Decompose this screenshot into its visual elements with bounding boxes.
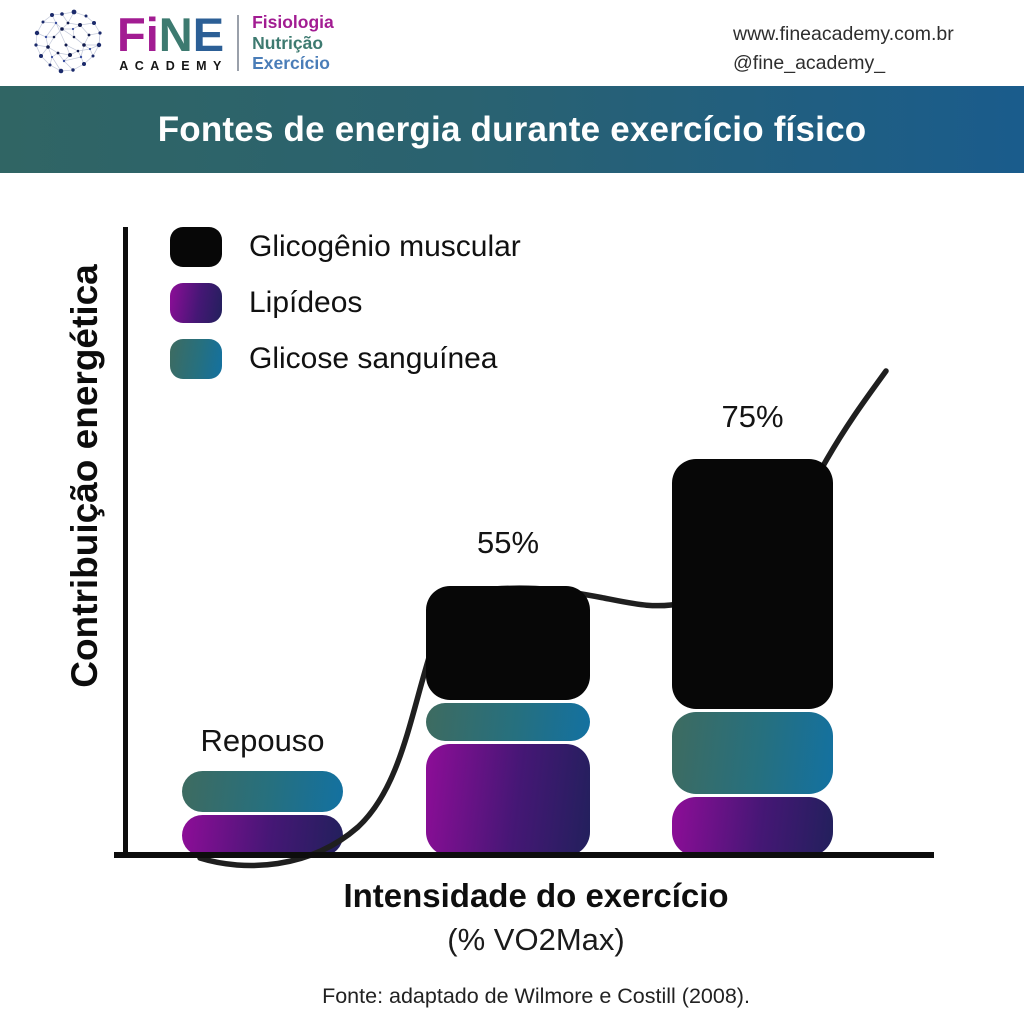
- brand-academy-label: ACADEMY: [119, 58, 228, 73]
- brain-network-icon: [34, 9, 102, 74]
- bar-segment-black-75%: [672, 459, 833, 709]
- page-title: Fontes de energia durante exercício físi…: [157, 109, 867, 149]
- bar-category-label: Repouso: [200, 723, 325, 758]
- legend-swatch-glicogenio: [170, 227, 222, 267]
- bar-segment-teal-55%: [426, 703, 590, 741]
- bar-category-label: 75%: [721, 399, 784, 434]
- instagram-handle: @fine_academy_: [733, 52, 886, 74]
- tagline-fisiologia: Fisiologia: [252, 12, 334, 33]
- fine-academy-logo: FiNE ACADEMY Fisiologia Nutrição Exercíc…: [26, 5, 334, 81]
- legend-label-glicogenio: Glicogênio muscular: [249, 230, 521, 263]
- legend-label-glicose: Glicose sanguínea: [249, 342, 498, 375]
- legend-item-glicogenio: Glicogênio muscular: [170, 227, 521, 267]
- bar-segment-purple-Repouso: [182, 815, 343, 856]
- brand-block: FiNE ACADEMY: [117, 11, 224, 73]
- website-url: www.fineacademy.com.br: [733, 23, 954, 45]
- x-axis-title: Intensidade do exercício: [343, 877, 729, 914]
- source-note: Fonte: adaptado de Wilmore e Costill (20…: [322, 984, 750, 1008]
- brand-name: FiNE: [117, 11, 224, 58]
- brand-tagline: Fisiologia Nutrição Exercício: [252, 12, 334, 74]
- chart-legend: Glicogênio muscular Lipídeos Glicose san…: [170, 227, 521, 395]
- legend-item-lipideos: Lipídeos: [170, 283, 521, 323]
- bar-segment-purple-75%: [672, 797, 833, 856]
- x-axis-subtitle: (% VO2Max): [447, 922, 625, 957]
- logo-divider: [237, 15, 240, 71]
- tagline-exercicio: Exercício: [252, 53, 330, 74]
- bar-category-label: 55%: [476, 525, 540, 560]
- brand-letter-n: N: [158, 7, 193, 61]
- brand-letter-f: F: [117, 7, 146, 61]
- legend-item-glicose: Glicose sanguínea: [170, 339, 521, 379]
- bar-segment-purple-55%: [426, 744, 590, 856]
- tagline-nutricao: Nutrição: [252, 32, 324, 53]
- brand-letter-i: i: [145, 7, 159, 61]
- legend-label-lipideos: Lipídeos: [249, 286, 363, 319]
- header-contacts: www.fineacademy.com.br @fine_academy_: [733, 20, 954, 78]
- title-banner: Fontes de energia durante exercício físi…: [0, 86, 1024, 173]
- energy-sources-chart: Contribuição energética Glicogênio muscu…: [0, 173, 1024, 1024]
- brand-letter-e: E: [192, 7, 225, 61]
- x-axis-line: [114, 852, 934, 858]
- bar-segment-teal-Repouso: [182, 771, 343, 812]
- legend-swatch-lipideos: [170, 283, 222, 323]
- bar-segment-teal-75%: [672, 712, 833, 794]
- legend-swatch-glicose: [170, 339, 222, 379]
- page-header: FiNE ACADEMY Fisiologia Nutrição Exercíc…: [0, 0, 1024, 86]
- y-axis-line: [123, 227, 128, 857]
- bar-segment-black-55%: [426, 586, 590, 700]
